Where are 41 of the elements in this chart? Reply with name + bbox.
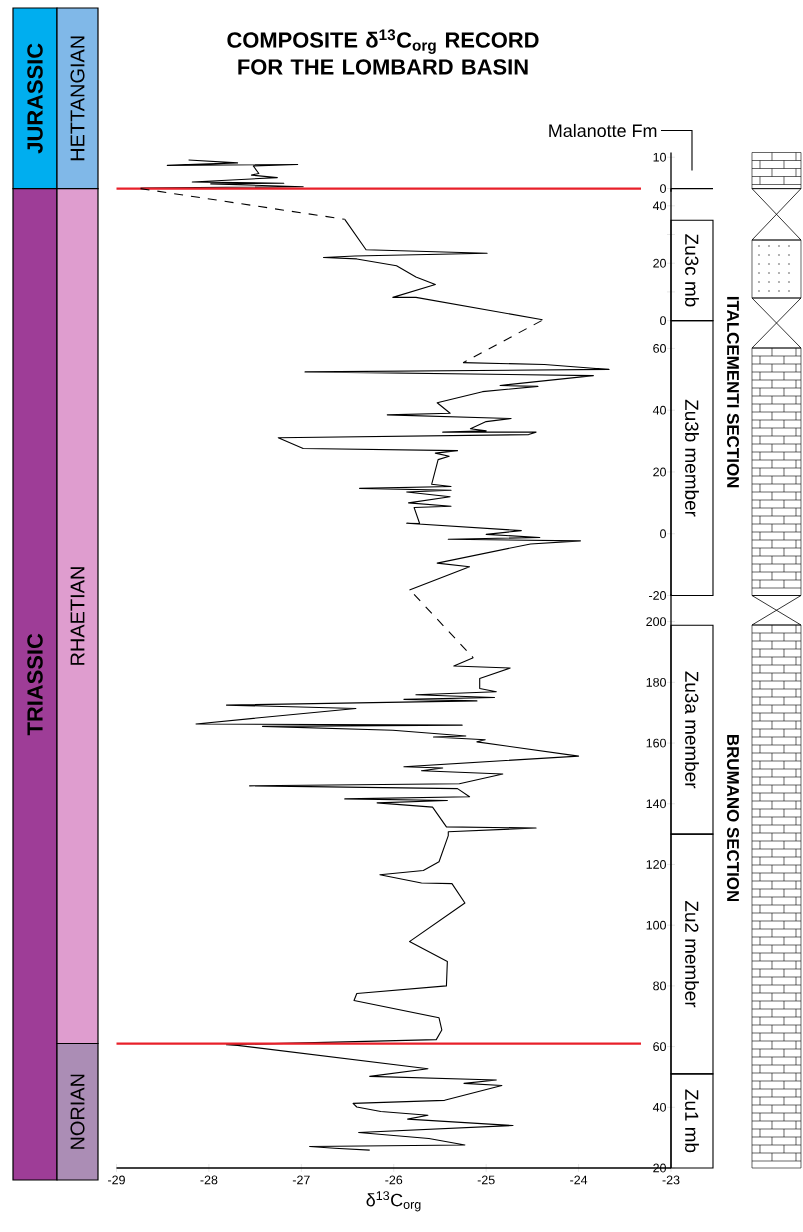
x-tick-label: -29 [108,1175,125,1185]
y-tick-label: 60 [653,344,666,353]
x-tick-label: -27 [292,1175,310,1185]
text: BRUMANO SECTION [727,734,739,902]
y-tick-label: 100 [646,920,666,930]
y-tick-label: 120 [646,860,666,869]
y-tick-label: 20 [653,258,666,268]
category-label: Zu3b member [685,399,699,517]
y-tick-label: 200 [646,617,666,627]
y-tick-label: 10 [653,152,666,162]
y-tick-label: 40 [652,201,666,211]
y-tick-label: 0 [660,184,666,193]
category-label: Zu3c mb [685,234,699,307]
y-tick-label: 20 [653,467,666,477]
x-tick-label: -23 [662,1175,680,1185]
y-tick-label: 80 [653,981,666,991]
x-tick-label: -28 [200,1175,218,1185]
text: ITALCEMENTI SECTION [727,296,739,488]
y-tick-label: 40 [652,405,666,415]
category-label: Malanotte Fm [549,123,657,138]
category-label: Zu2 member [685,900,699,1008]
y-tick-label: -20 [649,591,666,600]
x-tick-label: -25 [477,1175,495,1185]
category-label: TRIASSIC [27,633,43,736]
chart-title: COMPOSITE δ$^{13}$C$_{org}$ RECORD FOR THE LOMBARD BASIN [227,29,539,75]
y-tick-label: 60 [653,1042,666,1052]
y-tick-label: 0 [660,529,666,539]
y-tick-label: 160 [646,738,666,748]
category-label: HETTANGIAN [70,36,85,161]
category-label: Zu1 mb [685,1089,699,1153]
y-tick-label: 0 [660,316,666,326]
category-label: RHAETIAN [70,567,85,665]
y-tick-label: 40 [652,1102,666,1112]
x-axis-title: δ$^{13}$C$_{org}$ [366,1191,421,1212]
x-tick-label: -26 [385,1175,403,1185]
category-label: NORIAN [70,1074,85,1149]
category-label: JURASSIC [27,43,43,154]
y-tick-label: 140 [646,799,666,809]
x-tick-label: -24 [570,1175,588,1185]
y-tick-label: 180 [646,677,666,687]
category-label: Zu3a member [685,671,699,789]
